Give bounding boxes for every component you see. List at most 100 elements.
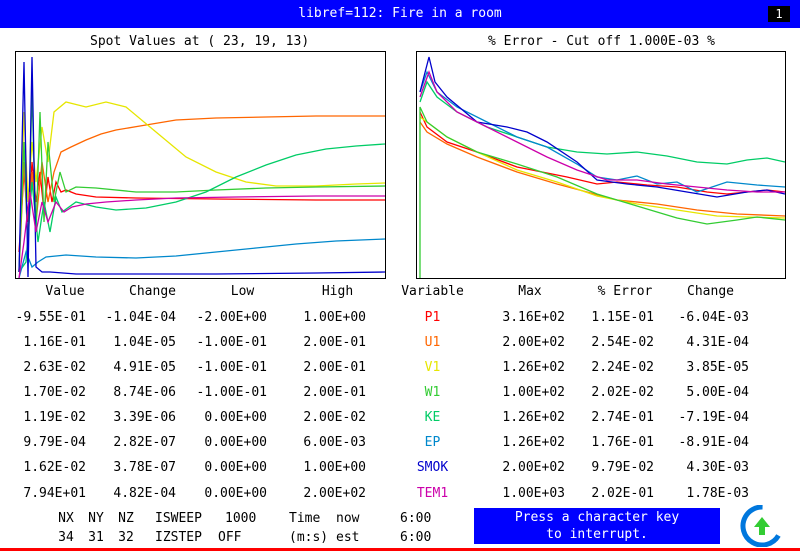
row-error: 2.02E-02 — [591, 385, 654, 400]
isweep-label: ISWEEP — [155, 511, 202, 526]
error-canvas — [419, 56, 785, 278]
row-error: 1.76E-01 — [591, 435, 654, 450]
est-label: est — [336, 530, 360, 545]
ny-value: 31 — [88, 530, 104, 545]
error-curve-w1 — [419, 106, 785, 278]
error-curve-smok — [419, 56, 785, 198]
row-change: 3.39E-06 — [113, 410, 176, 425]
spot-curve-ke — [18, 143, 385, 273]
row-low: -1.00E-01 — [196, 335, 267, 350]
row-variable: P1 — [424, 310, 441, 325]
row-right-change: 4.30E-03 — [686, 460, 749, 475]
row-change: 8.74E-06 — [113, 385, 176, 400]
error-curve-ke — [419, 80, 785, 165]
error-curve-u1 — [419, 121, 785, 217]
header-error: % Error — [597, 284, 653, 299]
spot-curve-tem1 — [18, 191, 385, 278]
spot-curve-smok — [18, 56, 385, 278]
row-low: 0.00E+00 — [204, 410, 267, 425]
error-plot-title: % Error - Cut off 1.000E-03 % — [488, 34, 715, 49]
time-now-value: 6:00 — [400, 511, 432, 526]
row-right-change: -7.19E-04 — [678, 410, 749, 425]
spot-curve-ep — [18, 238, 385, 278]
window-title: libref=112: Fire in a room — [298, 6, 502, 21]
now-label: now — [336, 511, 360, 526]
spot-values-title: Spot Values at ( 23, 19, 13) — [90, 34, 310, 49]
row-low: -1.00E-01 — [196, 360, 267, 375]
row-error: 2.24E-02 — [591, 360, 654, 375]
row-right-change: -6.04E-03 — [678, 310, 749, 325]
row-high: 2.00E-02 — [303, 410, 366, 425]
phoenics-logo-icon — [740, 504, 784, 551]
row-right-change: 5.00E-04 — [686, 385, 749, 400]
row-right-change: 3.85E-05 — [686, 360, 749, 375]
nz-label: NZ — [118, 511, 134, 526]
row-change: 2.82E-07 — [113, 435, 176, 450]
header-change: Change — [129, 284, 176, 299]
time-est-value: 6:00 — [400, 530, 432, 545]
row-error: 2.02E-01 — [591, 486, 654, 501]
isweep-value: 1000 — [225, 511, 257, 526]
header-max: Max — [518, 284, 542, 299]
time-label: Time — [289, 511, 321, 526]
row-variable: KE — [424, 410, 441, 425]
spot-curve-v1 — [18, 101, 385, 273]
nz-value: 32 — [118, 530, 134, 545]
interrupt-line-2: to interrupt. — [546, 527, 648, 542]
row-low: 0.00E+00 — [204, 486, 267, 501]
row-high: 1.00E+00 — [303, 310, 366, 325]
header-high: High — [321, 284, 354, 299]
row-max: 1.00E+02 — [502, 385, 565, 400]
row-value: 1.19E-02 — [23, 410, 86, 425]
header-value: Value — [45, 284, 85, 299]
row-low: 0.00E+00 — [204, 460, 267, 475]
row-high: 2.00E+02 — [303, 486, 366, 501]
izstep-value: OFF — [218, 530, 242, 545]
row-value: 1.70E-02 — [23, 385, 86, 400]
case-number-badge: 1 — [768, 6, 790, 22]
row-change: 3.78E-07 — [113, 460, 176, 475]
bottom-red-border — [0, 548, 800, 551]
nx-value: 34 — [58, 530, 74, 545]
row-high: 1.00E+00 — [303, 460, 366, 475]
header-variable: Variable — [401, 284, 464, 299]
error-curve-v1 — [419, 116, 785, 219]
row-high: 2.00E-01 — [303, 385, 366, 400]
row-change: 1.04E-05 — [113, 335, 176, 350]
row-value: 2.63E-02 — [23, 360, 86, 375]
error-curve-tem1 — [419, 70, 785, 193]
spot-values-canvas — [18, 56, 385, 278]
header-right-change: Change — [687, 284, 734, 299]
row-error: 1.15E-01 — [591, 310, 654, 325]
row-low: 0.00E+00 — [204, 435, 267, 450]
row-max: 1.26E+02 — [502, 435, 565, 450]
row-error: 9.79E-02 — [591, 460, 654, 475]
nx-label: NX — [58, 511, 74, 526]
row-error: 2.54E-02 — [591, 335, 654, 350]
row-max: 1.26E+02 — [502, 410, 565, 425]
row-right-change: 4.31E-04 — [686, 335, 749, 350]
row-high: 6.00E-03 — [303, 435, 366, 450]
row-max: 3.16E+02 — [502, 310, 565, 325]
row-variable: U1 — [424, 335, 441, 350]
row-value: -9.55E-01 — [15, 310, 86, 325]
spot-curve-p1 — [18, 161, 385, 253]
row-max: 2.00E+02 — [502, 335, 565, 350]
interrupt-line-1: Press a character key — [514, 510, 680, 525]
row-max: 1.26E+02 — [502, 360, 565, 375]
row-value: 1.16E-01 — [23, 335, 86, 350]
row-variable: W1 — [424, 385, 441, 400]
interrupt-message: Press a character key to interrupt. — [474, 508, 720, 544]
row-low: -2.00E+00 — [196, 310, 267, 325]
row-value: 7.94E+01 — [23, 486, 86, 501]
izstep-label: IZSTEP — [155, 530, 202, 545]
row-value: 1.62E-02 — [23, 460, 86, 475]
header-low: Low — [230, 284, 255, 299]
row-change: 4.91E-05 — [113, 360, 176, 375]
row-change: 4.82E-04 — [113, 486, 176, 501]
error-curve-ep — [419, 70, 785, 193]
row-variable: V1 — [424, 360, 441, 375]
row-right-change: -8.91E-04 — [678, 435, 749, 450]
row-variable: SMOK — [416, 460, 449, 475]
row-value: 9.79E-04 — [23, 435, 86, 450]
